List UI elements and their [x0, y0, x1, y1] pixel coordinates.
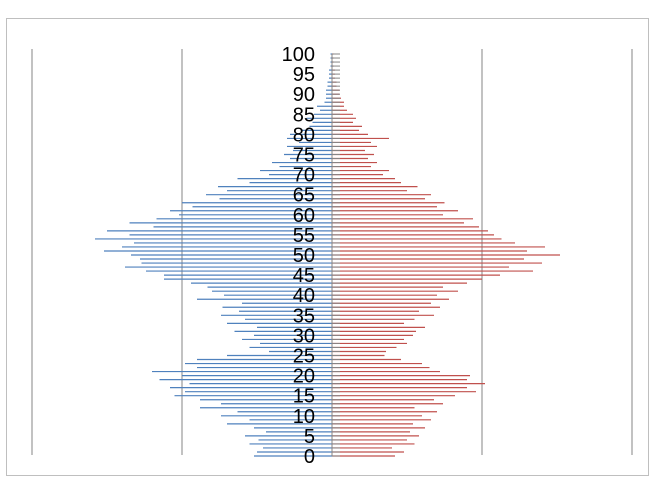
right-series-bars	[332, 53, 560, 457]
y-tick-label: 45	[293, 265, 315, 287]
y-tick-label: 20	[293, 366, 315, 388]
y-tick-label: 5	[304, 426, 315, 448]
y-tick-label: 80	[293, 124, 315, 146]
chart-area: 0 5 10 15 20 25 30 35 40 45 50 55 60 65 70 75 80 85 90 95 10…	[6, 18, 649, 476]
y-tick-label: 60	[293, 205, 315, 227]
y-tick-label: 40	[293, 285, 315, 307]
y-tick-label: 70	[293, 165, 315, 187]
y-tick-label: 25	[293, 346, 315, 368]
y-axis	[331, 53, 340, 457]
y-tick-label: 50	[293, 245, 315, 267]
y-axis-tick-labels: 0510152025303540455055606570758085909510…	[282, 44, 315, 468]
y-tick-label: 30	[293, 325, 315, 347]
y-tick-label: 10	[293, 406, 315, 428]
y-tick-label: 90	[293, 84, 315, 106]
left-series-bars	[95, 53, 332, 457]
population-pyramid-chart: 0510152025303540455055606570758085909510…	[31, 44, 633, 468]
y-tick-label: 100	[282, 44, 315, 66]
y-tick-label: 65	[293, 185, 315, 207]
y-tick-label: 75	[293, 145, 315, 167]
y-tick-label: 0	[304, 446, 315, 468]
y-tick-label: 95	[293, 64, 315, 86]
y-tick-label: 35	[293, 305, 315, 327]
y-tick-label: 85	[293, 104, 315, 126]
y-tick-label: 55	[293, 225, 315, 247]
y-tick-label: 15	[293, 386, 315, 408]
